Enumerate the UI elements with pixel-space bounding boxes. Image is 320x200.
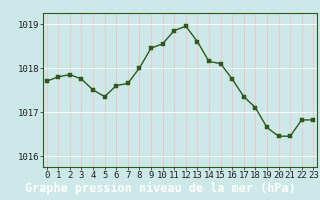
Text: Graphe pression niveau de la mer (hPa): Graphe pression niveau de la mer (hPa) bbox=[25, 182, 295, 195]
